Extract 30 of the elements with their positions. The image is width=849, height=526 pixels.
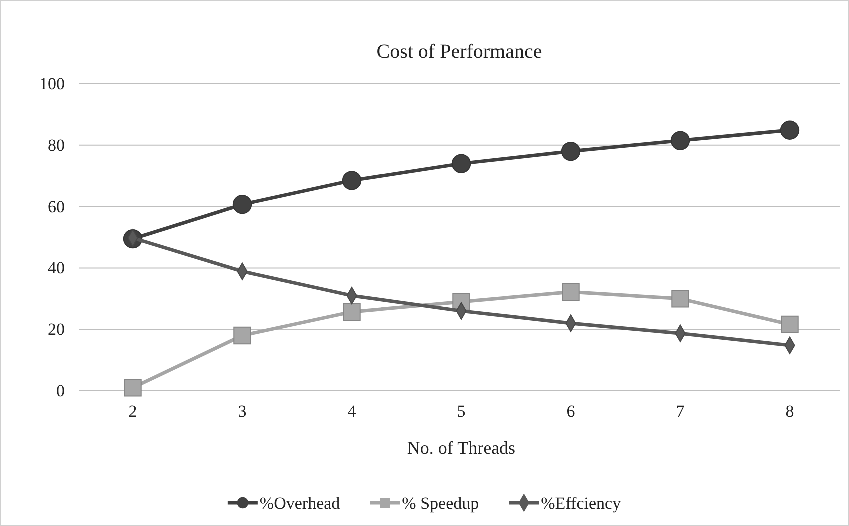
x-tick-label: 6 xyxy=(566,402,576,422)
point xyxy=(562,283,580,302)
legend-label: % Speedup xyxy=(402,494,480,513)
x-tick-label: 4 xyxy=(348,402,357,422)
x-tick-label: 8 xyxy=(786,402,794,422)
x-tick-label: 5 xyxy=(457,402,466,422)
legend-label: %Overhead xyxy=(260,494,341,513)
y-tick-label: 100 xyxy=(40,74,65,94)
y-tick-label: 60 xyxy=(48,197,65,216)
point xyxy=(124,379,142,397)
x-tick-label: 2 xyxy=(128,402,138,422)
point xyxy=(452,154,472,174)
legend-label: %Effciency xyxy=(541,494,622,513)
y-tick-label: 80 xyxy=(48,136,65,155)
point xyxy=(781,316,799,334)
point xyxy=(670,131,690,150)
chart-title: Cost of Performance xyxy=(376,41,542,63)
x-axis-title: No. of Threads xyxy=(407,438,516,458)
point xyxy=(232,195,252,214)
y-tick-label: 20 xyxy=(48,320,65,340)
point xyxy=(561,142,581,162)
x-tick-label: 7 xyxy=(676,402,686,422)
y-tick-label: 0 xyxy=(56,381,65,400)
point xyxy=(234,326,252,345)
point xyxy=(672,290,690,308)
point xyxy=(780,120,800,140)
point xyxy=(342,171,362,190)
x-tick-label: 3 xyxy=(238,402,247,422)
y-tick-label: 40 xyxy=(48,258,65,278)
point xyxy=(343,303,361,321)
